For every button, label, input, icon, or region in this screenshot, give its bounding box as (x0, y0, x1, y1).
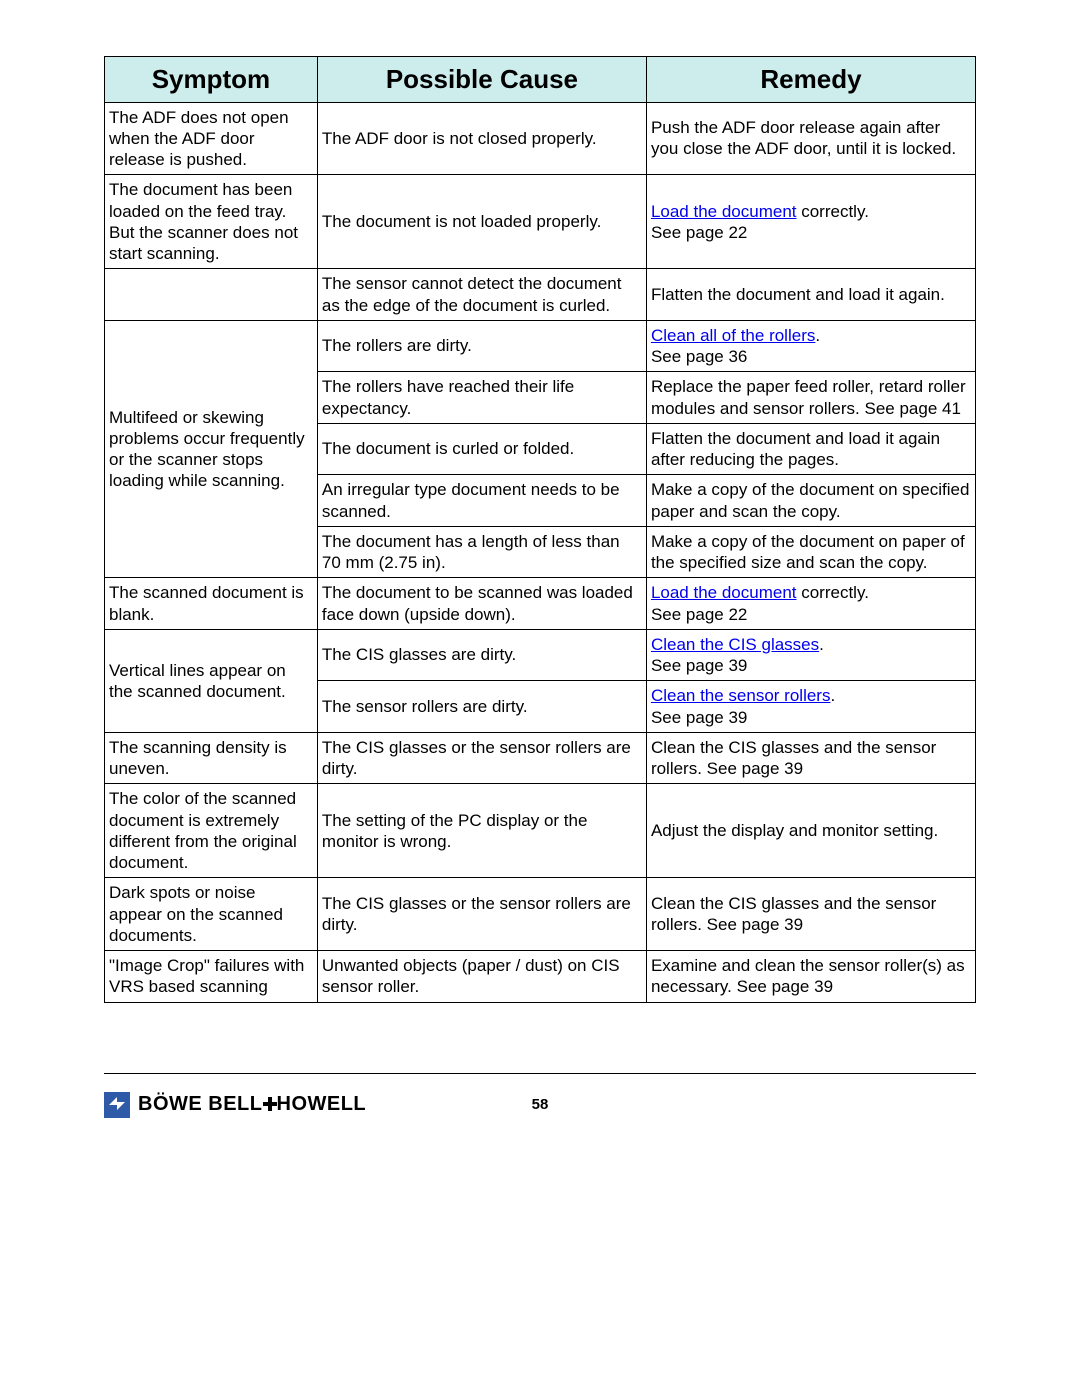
cause-cell: The document is curled or folded. (317, 423, 646, 475)
cause-cell: The CIS glasses or the sensor rollers ar… (317, 878, 646, 951)
table-header-row: Symptom Possible Cause Remedy (105, 57, 976, 103)
table-row: "Image Crop" failures with VRS based sca… (105, 951, 976, 1003)
remedy-cell: Replace the paper feed roller, retard ro… (646, 372, 975, 424)
symptom-cell: The color of the scanned document is ext… (105, 784, 318, 878)
troubleshooting-table: Symptom Possible Cause Remedy The ADF do… (104, 56, 976, 1003)
header-remedy: Remedy (646, 57, 975, 103)
remedy-link[interactable]: Clean all of the rollers (651, 326, 815, 345)
brand-post: HOWELL (277, 1093, 367, 1115)
symptom-cell: The scanning density is uneven. (105, 732, 318, 784)
remedy-cell: Load the document correctly.See page 22 (646, 175, 975, 269)
table-row: The document has been loaded on the feed… (105, 175, 976, 269)
remedy-link[interactable]: Load the document (651, 583, 797, 602)
symptom-cell: The document has been loaded on the feed… (105, 175, 318, 269)
page: Symptom Possible Cause Remedy The ADF do… (0, 0, 1080, 1168)
brand: BÖWE BELL HOWELL (104, 1092, 366, 1118)
remedy-cell: Clean all of the rollers.See page 36 (646, 320, 975, 372)
cause-cell: The document to be scanned was loaded fa… (317, 578, 646, 630)
table-row: Dark spots or noise appear on the scanne… (105, 878, 976, 951)
cause-cell: An irregular type document needs to be s… (317, 475, 646, 527)
header-cause: Possible Cause (317, 57, 646, 103)
remedy-cell: Clean the CIS glasses and the sensor rol… (646, 878, 975, 951)
header-symptom: Symptom (105, 57, 318, 103)
remedy-link[interactable]: Load the document (651, 202, 797, 221)
remedy-cell: Flatten the document and load it again a… (646, 423, 975, 475)
symptom-cell: The scanned document is blank. (105, 578, 318, 630)
remedy-cell: Clean the CIS glasses.See page 39 (646, 629, 975, 681)
table-row: The ADF does not open when the ADF door … (105, 102, 976, 175)
brand-pre: BÖWE BELL (138, 1093, 263, 1115)
cause-cell: The sensor rollers are dirty. (317, 681, 646, 733)
brand-text: BÖWE BELL HOWELL (138, 1093, 366, 1116)
footer-rule (104, 1073, 976, 1074)
symptom-cell: "Image Crop" failures with VRS based sca… (105, 951, 318, 1003)
cause-cell: The document is not loaded properly. (317, 175, 646, 269)
cause-cell: The CIS glasses are dirty. (317, 629, 646, 681)
remedy-cell: Clean the CIS glasses and the sensor rol… (646, 732, 975, 784)
cause-cell: Unwanted objects (paper / dust) on CIS s… (317, 951, 646, 1003)
table-row: Multifeed or skewing problems occur freq… (105, 320, 976, 372)
remedy-cell: Flatten the document and load it again. (646, 269, 975, 321)
remedy-cell: Push the ADF door release again after yo… (646, 102, 975, 175)
brand-plus-icon (263, 1097, 277, 1111)
table-row: Vertical lines appear on the scanned doc… (105, 629, 976, 681)
cause-cell: The sensor cannot detect the document as… (317, 269, 646, 321)
symptom-cell: Dark spots or noise appear on the scanne… (105, 878, 318, 951)
cause-cell: The setting of the PC display or the mon… (317, 784, 646, 878)
table-body: The ADF does not open when the ADF door … (105, 102, 976, 1002)
footer: BÖWE BELLHOWELL 58 (104, 1092, 976, 1118)
cause-cell: The CIS glasses or the sensor rollers ar… (317, 732, 646, 784)
table-row: The color of the scanned document is ext… (105, 784, 976, 878)
table-row: The scanned document is blank.The docume… (105, 578, 976, 630)
remedy-link[interactable]: Clean the CIS glasses (651, 635, 819, 654)
remedy-cell: Load the document correctly.See page 22 (646, 578, 975, 630)
remedy-cell: Examine and clean the sensor roller(s) a… (646, 951, 975, 1003)
remedy-cell: Make a copy of the document on paper of … (646, 526, 975, 578)
remedy-cell: Clean the sensor rollers.See page 39 (646, 681, 975, 733)
cause-cell: The document has a length of less than 7… (317, 526, 646, 578)
brand-logo-icon (104, 1092, 130, 1118)
remedy-link[interactable]: Clean the sensor rollers (651, 686, 831, 705)
cause-cell: The rollers are dirty. (317, 320, 646, 372)
symptom-cell: Vertical lines appear on the scanned doc… (105, 629, 318, 732)
cause-cell: The rollers have reached their life expe… (317, 372, 646, 424)
table-row: The sensor cannot detect the document as… (105, 269, 976, 321)
table-row: The scanning density is uneven.The CIS g… (105, 732, 976, 784)
symptom-cell: Multifeed or skewing problems occur freq… (105, 320, 318, 578)
symptom-cell: The ADF does not open when the ADF door … (105, 102, 318, 175)
remedy-cell: Adjust the display and monitor setting. (646, 784, 975, 878)
cause-cell: The ADF door is not closed properly. (317, 102, 646, 175)
symptom-cell (105, 269, 318, 321)
remedy-cell: Make a copy of the document on specified… (646, 475, 975, 527)
